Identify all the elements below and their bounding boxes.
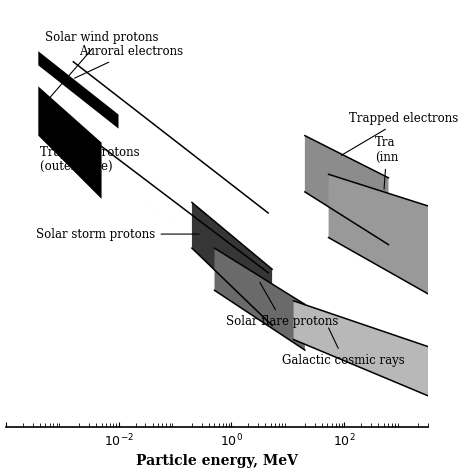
Polygon shape [293,301,428,396]
Text: Galactic cosmic rays: Galactic cosmic rays [283,328,405,366]
Polygon shape [215,248,305,350]
Text: Solar storm protons: Solar storm protons [36,228,199,241]
Text: Trapped protons
(outer zone): Trapped protons (outer zone) [39,117,139,174]
Text: Auroral electrons: Auroral electrons [74,46,183,78]
Text: Tra
(inn: Tra (inn [375,136,399,189]
Polygon shape [305,136,389,245]
Polygon shape [328,174,428,294]
Text: Solar flare protons: Solar flare protons [226,282,338,328]
Polygon shape [38,86,101,199]
Text: Trapped electrons: Trapped electrons [341,112,458,155]
Polygon shape [192,202,272,326]
Polygon shape [38,51,118,128]
X-axis label: Particle energy, MeV: Particle energy, MeV [136,455,298,468]
Text: Solar wind protons: Solar wind protons [45,31,158,99]
